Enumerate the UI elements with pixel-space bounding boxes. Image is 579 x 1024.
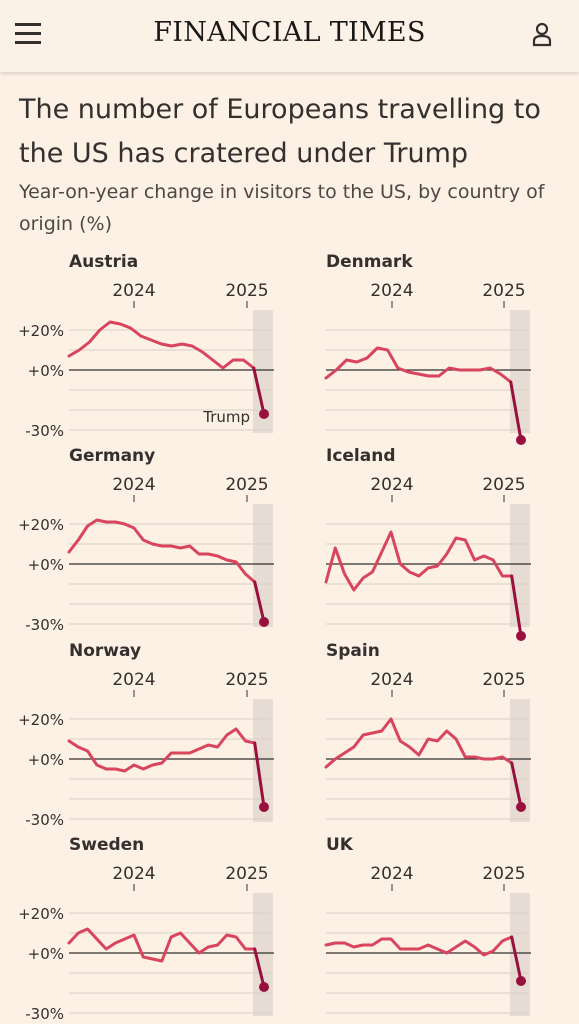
x-tick-label: 2025: [482, 670, 525, 690]
latest-drop-segment: [510, 935, 523, 983]
panel-iceland: [324, 495, 531, 641]
latest-drop-segment: [253, 741, 266, 809]
series-line: [324, 717, 514, 769]
series-line: [67, 320, 256, 370]
latest-drop-segment: [253, 580, 266, 624]
x-tick-label: 2024: [112, 281, 155, 301]
panel-germany: [67, 495, 274, 627]
article-headline: The number of Europeans travelling to th…: [19, 94, 541, 169]
latest-point: [259, 409, 269, 419]
x-tick-label: 2025: [225, 281, 268, 301]
x-tick-label: 2024: [370, 475, 413, 495]
y-tick-label: +0%: [28, 362, 64, 380]
latest-point: [516, 976, 526, 986]
y-tick-label: +20%: [18, 905, 64, 923]
x-tick-label: 2025: [482, 864, 525, 884]
series-line: [324, 530, 514, 592]
series-line: [324, 935, 514, 957]
y-tick-label: +20%: [18, 322, 64, 340]
y-tick-label: -30%: [25, 1005, 64, 1023]
panel-title: Spain: [326, 641, 380, 661]
user-account-icon[interactable]: [531, 22, 553, 48]
latest-drop-segment: [510, 761, 523, 809]
x-tick-label: 2025: [482, 475, 525, 495]
panel-austria: [67, 301, 274, 433]
trump-period-shade: [510, 504, 530, 627]
panel-uk: [324, 884, 531, 1016]
y-tick-label: +20%: [18, 516, 64, 534]
latest-point: [516, 802, 526, 812]
trump-period-shade: [253, 699, 273, 822]
trump-period-shade: [253, 504, 273, 627]
latest-point: [516, 435, 526, 445]
hamburger-menu-icon[interactable]: [15, 23, 41, 45]
y-tick-label: -30%: [25, 422, 64, 440]
latest-point: [259, 982, 269, 992]
latest-point: [259, 617, 269, 627]
panel-title: Iceland: [326, 446, 396, 466]
trump-period-shade: [510, 699, 530, 822]
panel-title: Germany: [69, 446, 155, 466]
y-tick-label: +0%: [28, 751, 64, 769]
y-tick-label: -30%: [25, 616, 64, 634]
latest-drop-segment: [253, 947, 266, 989]
y-tick-label: -30%: [25, 811, 64, 829]
x-tick-label: 2024: [370, 864, 413, 884]
x-tick-label: 2024: [370, 281, 413, 301]
x-tick-label: 2024: [112, 475, 155, 495]
masthead-logo[interactable]: FINANCIAL TIMES: [153, 17, 426, 48]
x-tick-label: 2024: [112, 670, 155, 690]
series-line: [67, 727, 257, 773]
x-tick-label: 2025: [225, 864, 268, 884]
panel-title: Denmark: [326, 252, 413, 272]
x-tick-label: 2025: [482, 281, 525, 301]
series-line: [67, 518, 257, 584]
trump-annotation: Trump: [202, 408, 250, 426]
panel-title: Sweden: [69, 835, 144, 855]
site-header: FINANCIAL TIMES: [0, 0, 579, 72]
latest-drop-segment: [252, 366, 266, 416]
panel-title: Norway: [69, 641, 141, 661]
latest-point: [516, 631, 526, 641]
y-tick-label: +0%: [28, 556, 64, 574]
trump-period-shade: [253, 310, 273, 433]
panel-norway: [67, 690, 274, 822]
chart-subtitle: Year-on-year change in visitors to the U…: [19, 181, 545, 235]
series-line: [67, 927, 257, 963]
latest-point: [259, 802, 269, 812]
x-tick-label: 2024: [370, 670, 413, 690]
y-tick-label: +20%: [18, 711, 64, 729]
panel-denmark: [324, 301, 531, 445]
series-line: [324, 346, 513, 384]
x-tick-label: 2025: [225, 475, 268, 495]
panel-title: Austria: [69, 252, 138, 272]
panel-sweden: [67, 884, 274, 1016]
x-tick-label: 2024: [112, 864, 155, 884]
x-tick-label: 2025: [225, 670, 268, 690]
trump-period-shade: [510, 893, 530, 1016]
y-tick-label: +0%: [28, 945, 64, 963]
panel-spain: [324, 690, 531, 822]
trump-period-shade: [510, 310, 530, 433]
latest-drop-segment: [509, 380, 523, 442]
latest-drop-segment: [510, 574, 523, 638]
panel-title: UK: [326, 835, 354, 855]
